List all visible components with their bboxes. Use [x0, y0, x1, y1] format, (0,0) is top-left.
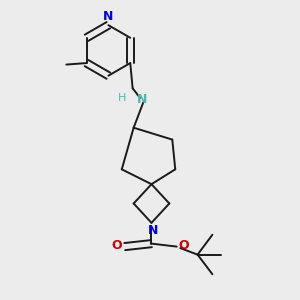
Text: N: N: [137, 93, 147, 106]
Text: N: N: [148, 224, 158, 237]
Text: N: N: [103, 10, 114, 23]
Text: H: H: [118, 93, 127, 103]
Text: O: O: [179, 238, 190, 252]
Text: O: O: [111, 238, 122, 252]
